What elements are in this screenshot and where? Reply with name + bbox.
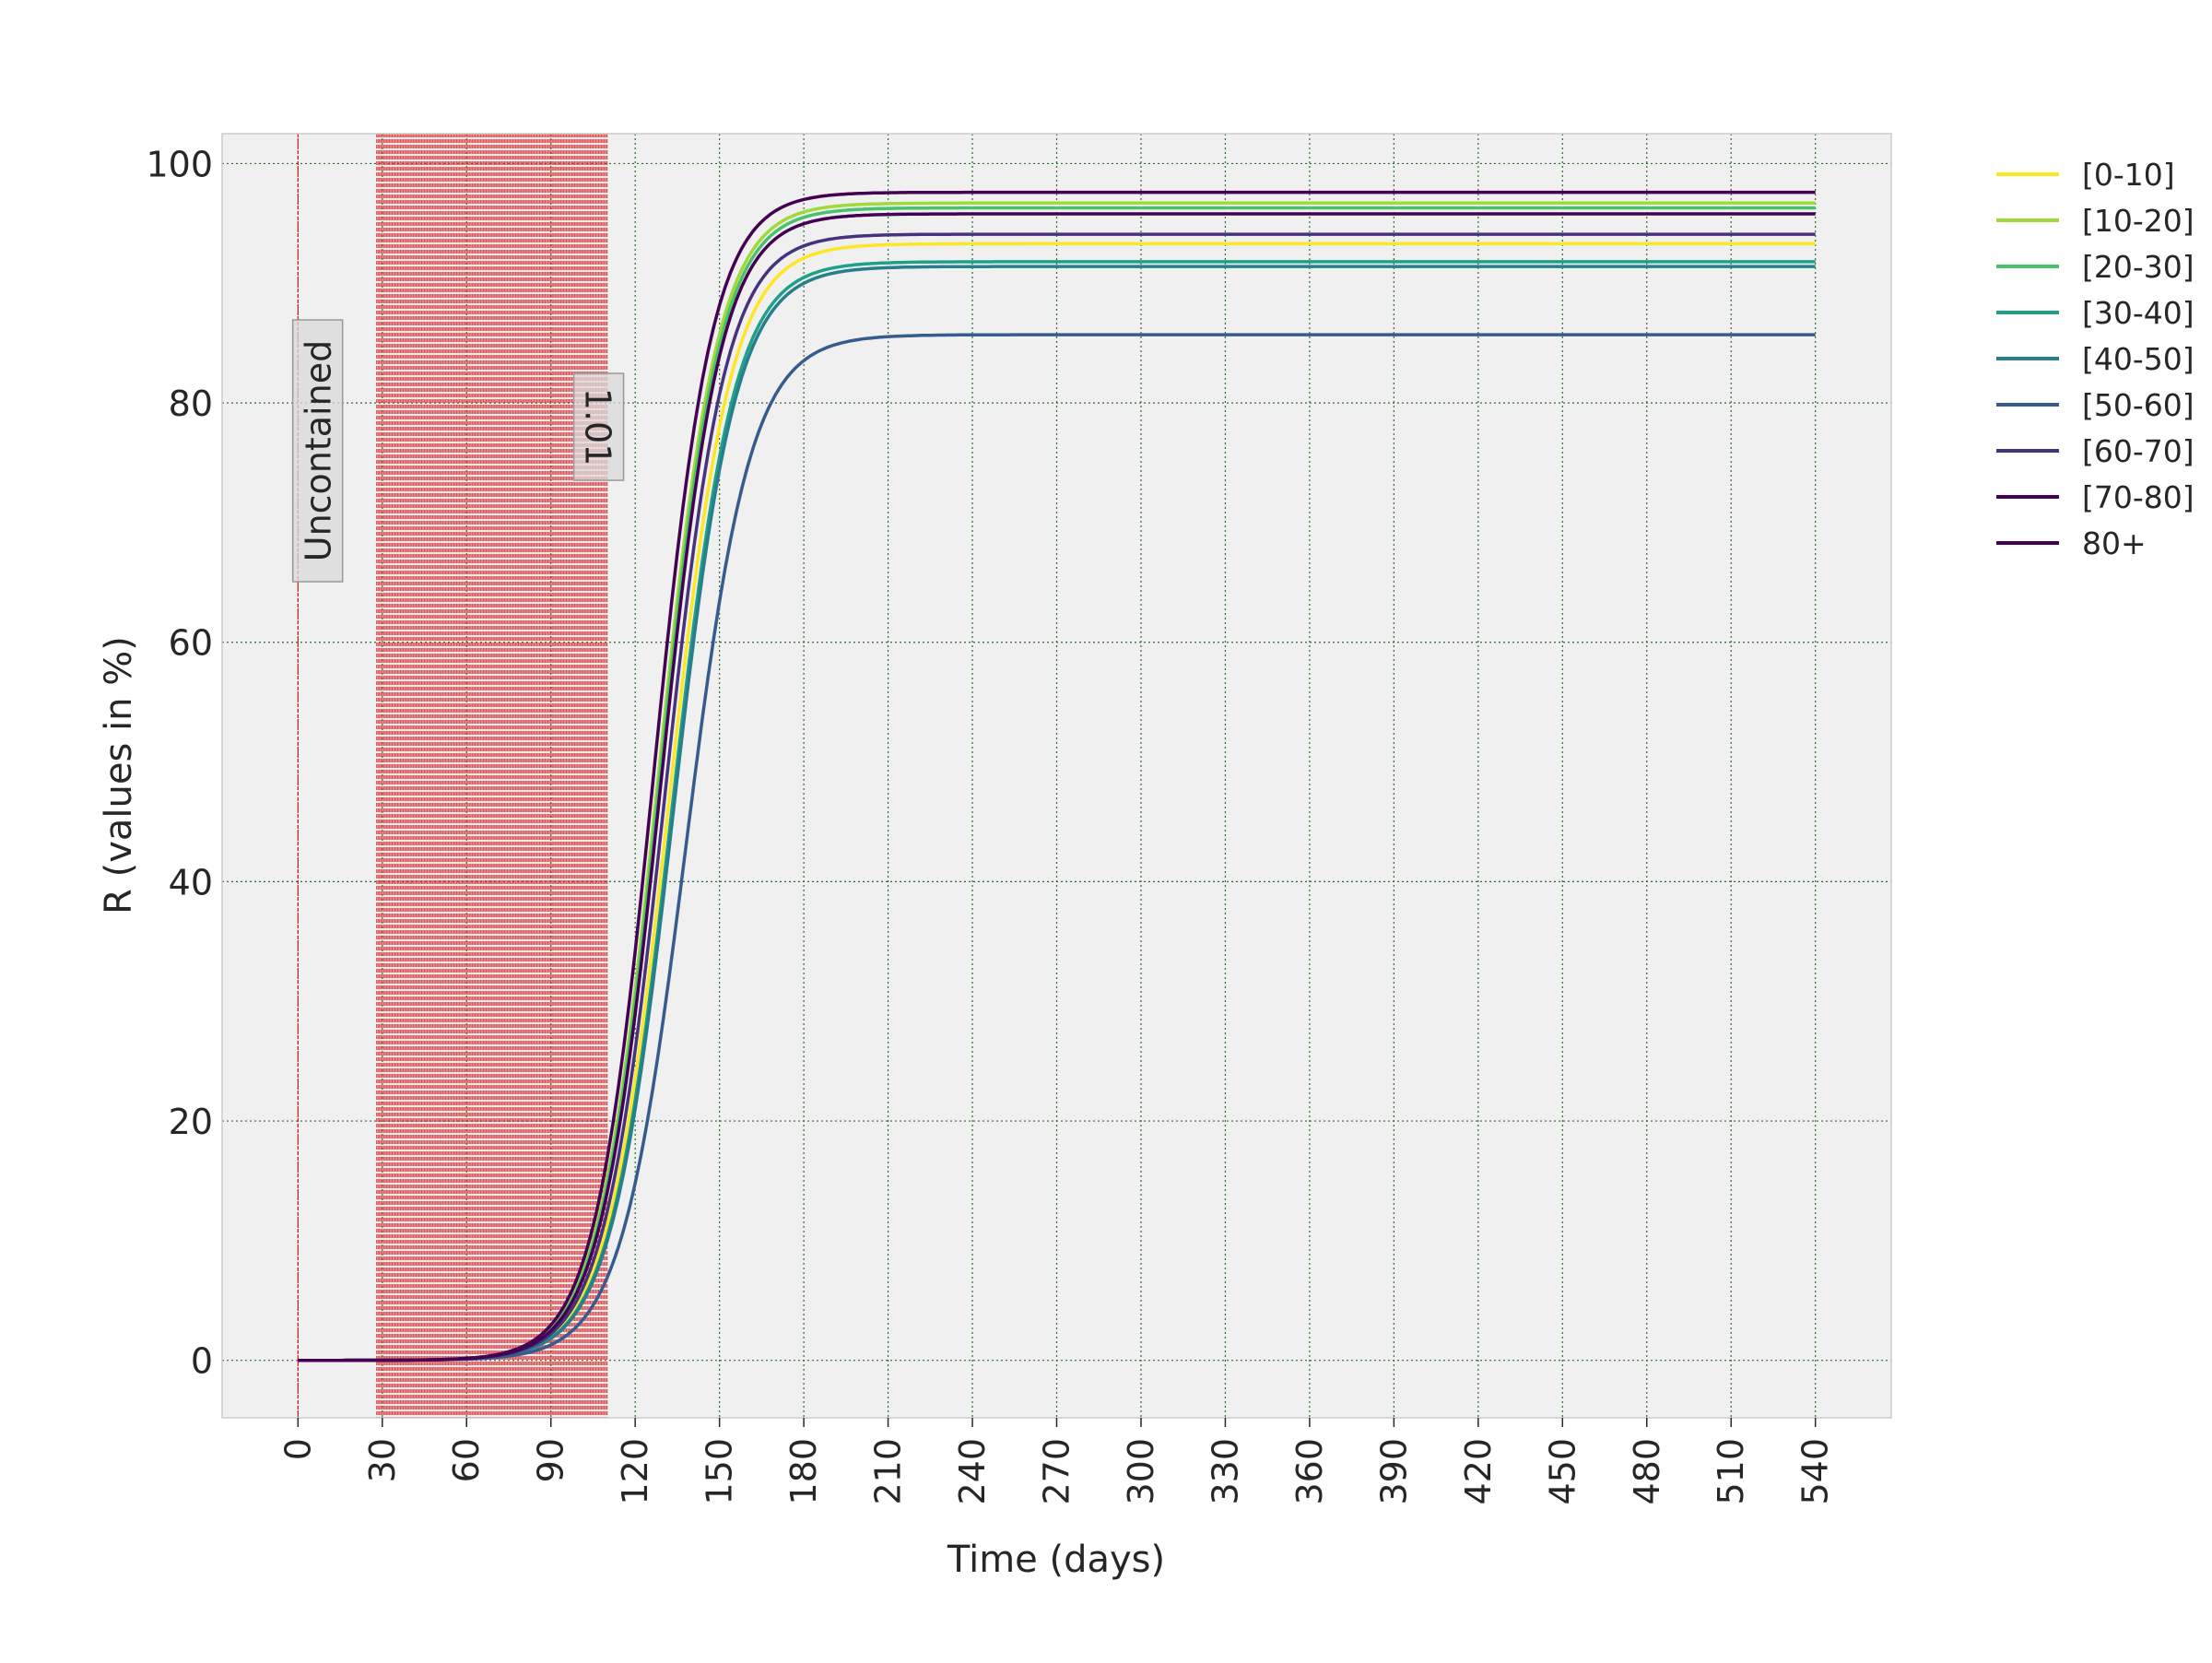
x-axis: 0 30 60 90 120 150 180 210 240 270 300 330 360 390 420…: [277, 1418, 1836, 1505]
y-axis-label: R (values in %): [98, 636, 140, 914]
x-axis-label: Time (days): [947, 1539, 1165, 1581]
annotations: Uncontained 1.01: [291, 319, 625, 583]
y-tick-label: 100: [146, 144, 213, 184]
x-tick-label: 390: [1373, 1438, 1414, 1505]
x-tick-label: 90: [531, 1438, 571, 1482]
series-line: [298, 190, 1816, 1362]
x-tick-label: 450: [1542, 1438, 1583, 1505]
x-tick-label: 210: [868, 1438, 909, 1505]
legend-label: 80+: [2082, 525, 2147, 561]
legend-label: [70-80]: [2082, 479, 2194, 515]
x-tick-label: 0: [277, 1438, 318, 1460]
x-tick-label: 150: [700, 1438, 740, 1505]
series-line: [298, 265, 1816, 1362]
y-tick-label: 20: [169, 1102, 213, 1142]
x-tick-label: 180: [783, 1438, 824, 1505]
series-line: [298, 333, 1816, 1362]
x-tick-label: 240: [952, 1438, 993, 1505]
series-lines: [298, 190, 1816, 1362]
y-axis: 0 20 40 60 80 100: [146, 144, 213, 1381]
y-tick-label: 60: [169, 623, 213, 664]
annotation-group: Uncontained: [291, 319, 344, 583]
annotation-group: 1.01: [572, 372, 625, 481]
annotation-box: [291, 319, 344, 583]
x-tick-label: 360: [1289, 1438, 1330, 1505]
legend-label: [30-40]: [2082, 295, 2194, 331]
x-tick-label: 270: [1037, 1438, 1077, 1505]
legend-label: [0-10]: [2082, 157, 2175, 193]
series-line: [298, 232, 1816, 1362]
y-tick-label: 80: [169, 383, 213, 424]
x-tick-label: 510: [1711, 1438, 1751, 1505]
x-tick-label: 120: [615, 1438, 655, 1505]
legend-label: [40-50]: [2082, 341, 2194, 377]
annotation-label: 1.01: [578, 388, 618, 466]
intervention-lines: [297, 134, 608, 1418]
legend-label: [50-60]: [2082, 387, 2194, 423]
x-tick-label: 330: [1205, 1438, 1245, 1505]
series-line: [298, 212, 1816, 1362]
x-tick-label: 540: [1795, 1438, 1836, 1505]
x-tick-label: 60: [446, 1438, 487, 1482]
x-tick-label: 30: [362, 1438, 403, 1482]
annotation-box: [572, 372, 625, 481]
x-tick-label: 300: [1121, 1438, 1161, 1505]
legend: [0-10] [10-20] [20-30] [30-40] [40-50] [50-60…: [1996, 157, 2194, 561]
legend-label: [10-20]: [2082, 203, 2194, 239]
x-tick-label: 480: [1627, 1438, 1667, 1505]
legend-label: [60-70]: [2082, 433, 2194, 469]
x-tick-label: 420: [1458, 1438, 1499, 1505]
annotation-label: Uncontained: [299, 340, 339, 561]
y-tick-label: 40: [169, 862, 213, 902]
y-tick-label: 0: [191, 1341, 213, 1382]
legend-label: [20-30]: [2082, 249, 2194, 285]
